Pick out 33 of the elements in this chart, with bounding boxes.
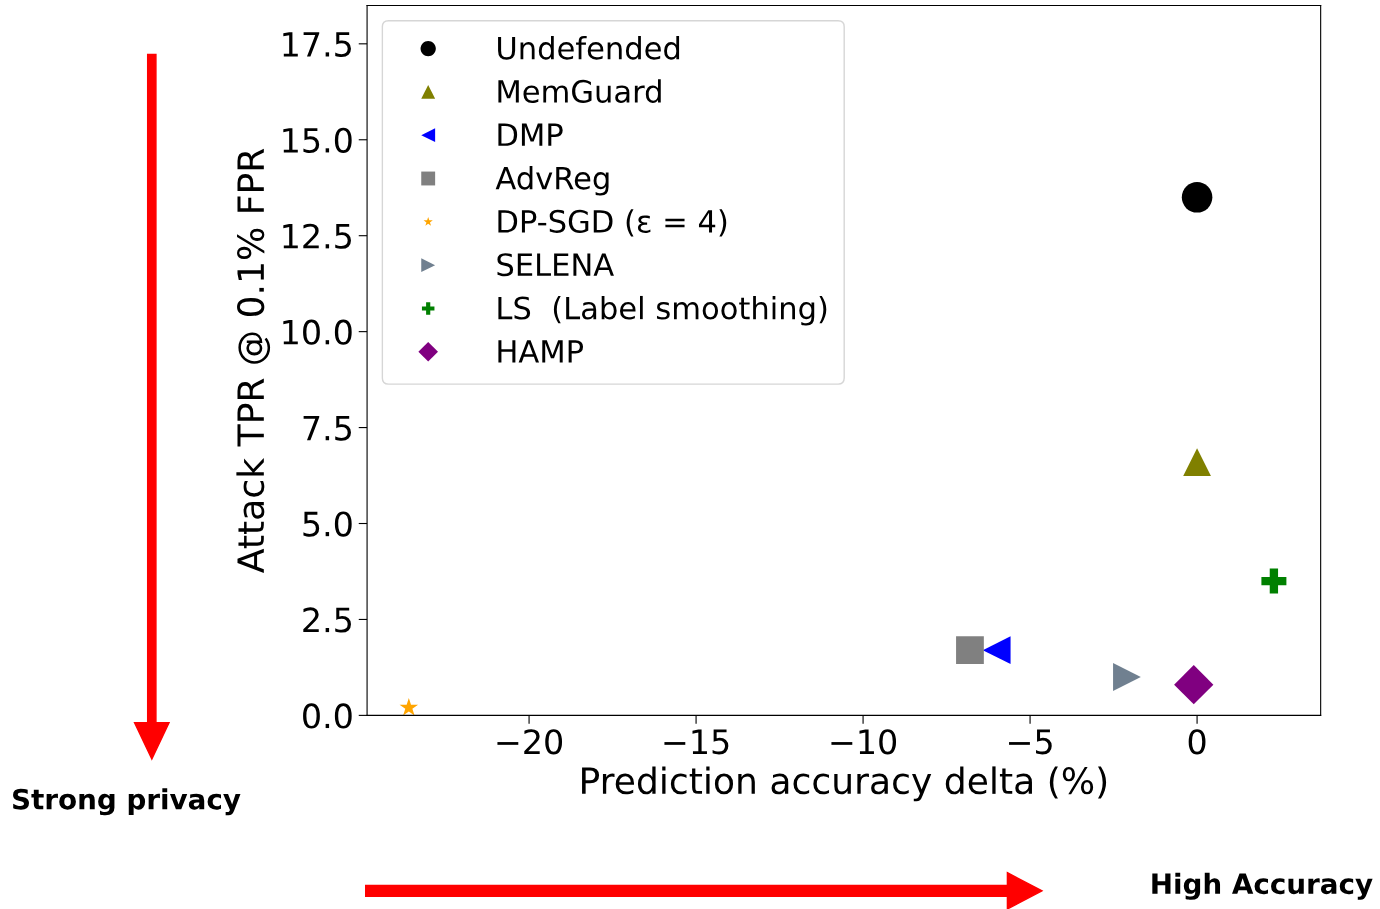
legend-label: MemGuard xyxy=(498,79,661,103)
x-axis-title: Prediction accuracy delta (%) xyxy=(582,766,1107,802)
legend-label: LS (Label smoothing) xyxy=(498,295,827,326)
point xyxy=(982,636,1011,665)
legend-label: HAMP xyxy=(498,340,584,363)
point xyxy=(1183,448,1211,476)
y-tick-label: 17.5 xyxy=(283,32,351,57)
point xyxy=(956,636,984,665)
x-tick-label: −10 xyxy=(831,729,897,755)
y-tick-label: 7.5 xyxy=(303,415,351,441)
point xyxy=(1174,665,1214,705)
legend-label: DP-SGD (ε = 4) xyxy=(498,209,727,237)
legend-label: Undefended xyxy=(498,36,680,60)
point xyxy=(1113,663,1141,691)
x-tick-label: −15 xyxy=(664,729,729,755)
legend-label: SELENA xyxy=(497,253,614,277)
y-tick-label: 5.0 xyxy=(303,511,352,537)
y-tick-label: 12.5 xyxy=(283,223,351,249)
point xyxy=(1261,568,1287,594)
text: Strong privacy xyxy=(13,788,241,816)
x-tick-label: 0 xyxy=(1188,729,1206,755)
y-tick-label: 15.0 xyxy=(283,127,352,153)
x-tick-label: −20 xyxy=(497,729,563,755)
x-tick-label: −5 xyxy=(1009,729,1052,755)
point xyxy=(399,697,419,716)
legend-label: DMP xyxy=(498,123,563,146)
legend-label: AdvReg xyxy=(495,165,609,196)
text: High Accuracy xyxy=(1152,872,1373,900)
y-tick-label: 10.0 xyxy=(283,319,352,345)
point xyxy=(1181,182,1213,213)
y-axis-title: Attack TPR @ 0.1% FPR xyxy=(236,148,271,573)
y-tick-label: 2.5 xyxy=(303,607,351,633)
y-tick-label: 0.0 xyxy=(303,703,352,729)
